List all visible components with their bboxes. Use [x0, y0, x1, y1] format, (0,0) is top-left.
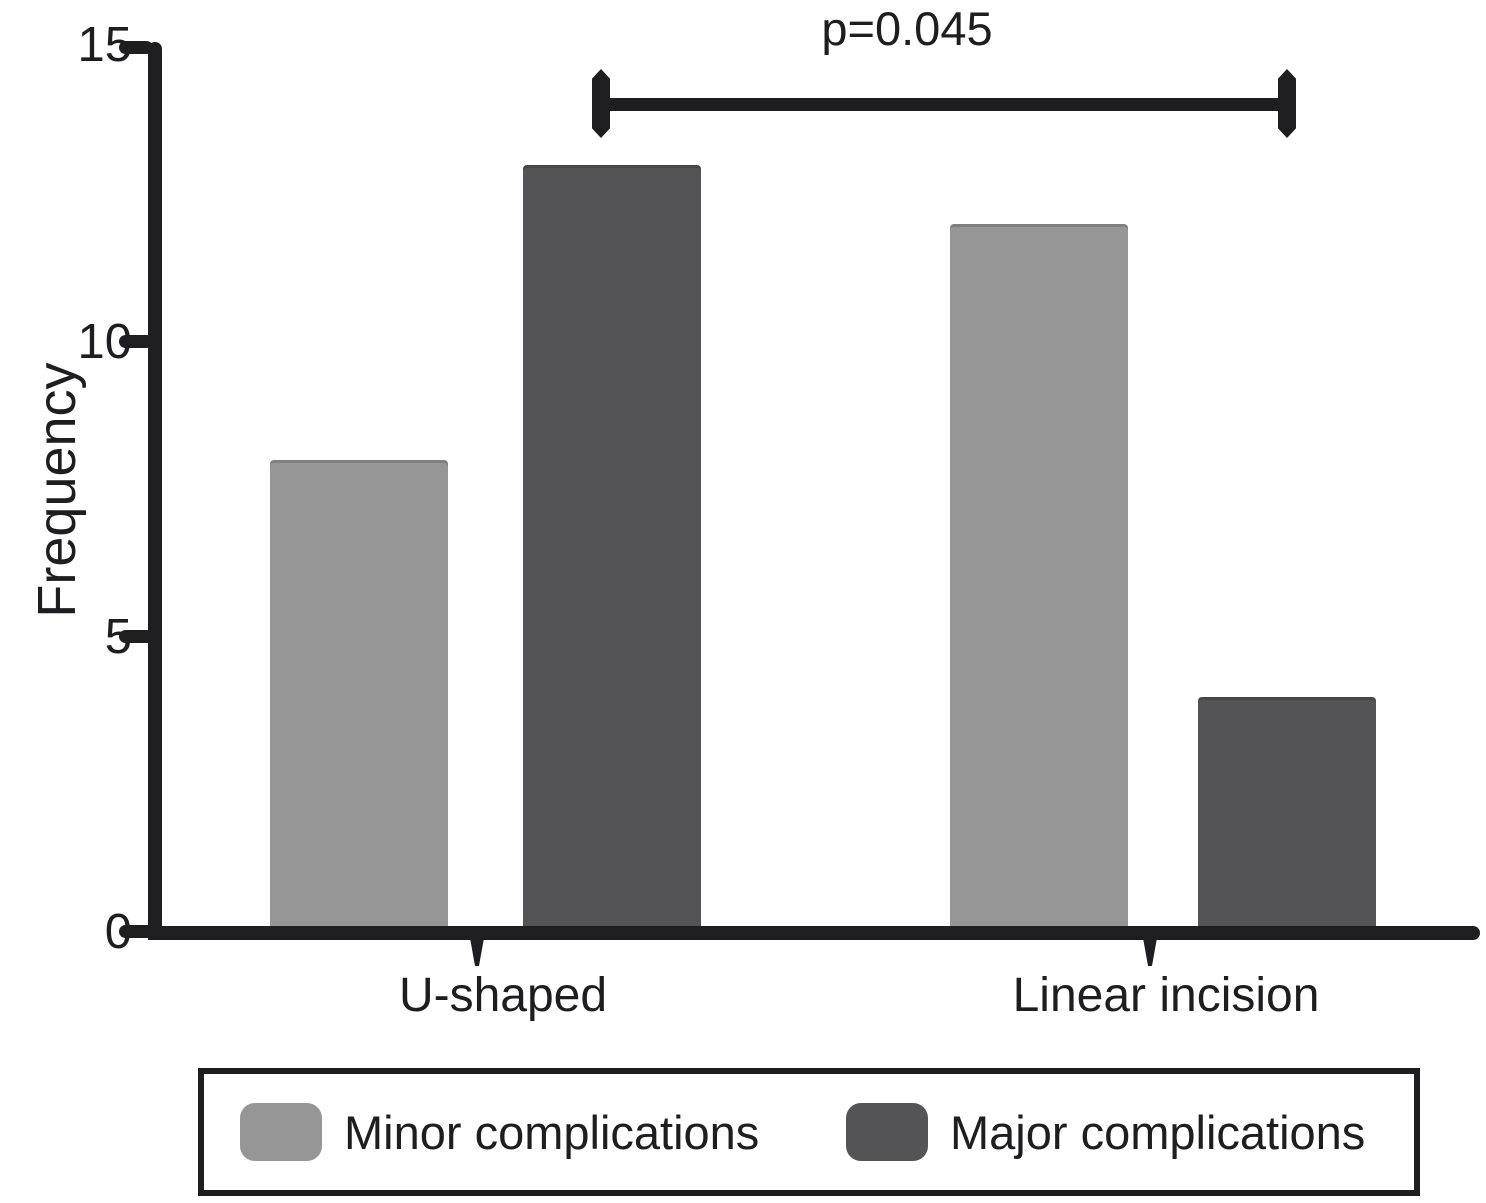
legend-label-major-complications: Major complications [950, 1105, 1366, 1159]
y-axis-title: Frequency [27, 362, 87, 618]
bar-linear-incision-major-complications [1198, 697, 1376, 930]
y-tick-label-0: 0 [104, 905, 132, 959]
y-tick-mark-10 [119, 335, 153, 348]
y-tick-label-15: 15 [77, 18, 132, 72]
y-tick-mark-5 [119, 630, 153, 643]
bar-u-shaped-minor-complications [270, 460, 448, 930]
x-tick-mark-linear-incision [1143, 938, 1157, 966]
bar-linear-incision-minor-complications [950, 224, 1128, 930]
y-axis-line [148, 42, 162, 940]
p-value-label: p=0.045 [821, 2, 993, 55]
x-category-label-u-shaped: U-shaped [398, 969, 608, 1022]
legend-swatch-minor-complications [240, 1103, 322, 1161]
y-tick-label-10: 10 [77, 315, 132, 369]
x-category-label-linear-incision: Linear incision [1012, 969, 1320, 1022]
legend-item-minor-complications: Minor complications [240, 1074, 759, 1190]
significance-bracket-line [601, 98, 1287, 111]
y-tick-mark-15 [119, 41, 153, 54]
significance-bracket-left-cap [592, 69, 610, 138]
legend-label-minor-complications: Minor complications [344, 1105, 760, 1159]
x-axis-line [148, 926, 1480, 940]
legend-swatch-major-complications [846, 1103, 928, 1161]
significance-bracket-right-cap [1278, 69, 1296, 138]
legend-box: Minor complications Major complications [198, 1068, 1420, 1196]
y-tick-label-5: 5 [104, 610, 132, 664]
legend-item-major-complications: Major complications [846, 1074, 1365, 1190]
bar-u-shaped-major-complications [523, 165, 701, 930]
y-tick-mark-0 [119, 925, 153, 938]
x-tick-mark-u-shaped [470, 938, 484, 966]
